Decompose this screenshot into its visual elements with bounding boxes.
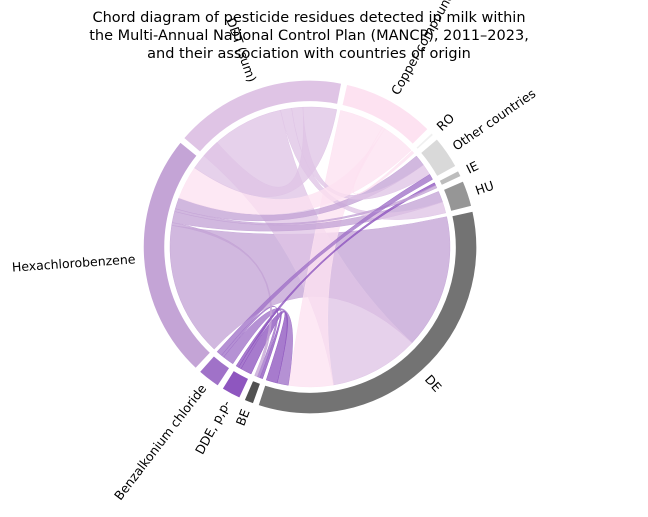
segment-arc-oth	[419, 137, 458, 178]
chord-ribbon-ddt-hcb	[194, 106, 338, 198]
chord-ribbon-de-dde	[240, 311, 288, 384]
segment-arcs	[142, 79, 478, 415]
segment-label-oth: Other countries	[450, 86, 539, 154]
segment-arc-ro	[414, 131, 435, 151]
chart-title-line-3: and their association with countries of …	[147, 46, 471, 62]
segment-arc-ddt	[182, 79, 343, 154]
segment-arc-be	[242, 379, 262, 406]
segment-label-de: DE	[422, 372, 445, 395]
chord-ribbon-cu-hcb	[178, 128, 412, 215]
segment-arc-hu	[442, 179, 473, 213]
segment-arc-dde	[220, 369, 250, 400]
segment-label-hu: HU	[473, 178, 495, 198]
chord-ribbon-oth-bac	[216, 174, 433, 356]
segment-arc-cu	[340, 83, 430, 146]
segment-arc-de	[256, 209, 478, 415]
segment-label-bac: Benzalkonium chloride	[111, 381, 210, 503]
segment-label-dde: DDE, p,p-	[192, 397, 233, 456]
chord-ribbon-be-hcb	[171, 222, 272, 378]
chart-title-line-1: Chord diagram of pesticide residues dete…	[92, 10, 525, 26]
segment-label-ro: RO	[434, 110, 458, 134]
chord-ribbon-ie-hcb	[174, 184, 438, 226]
chart-title-line-2: the Multi-Annual National Control Plan (…	[89, 28, 529, 44]
segment-arc-hcb	[142, 140, 212, 370]
segment-label-be: BE	[233, 407, 253, 428]
segment-label-ie: IE	[464, 158, 481, 177]
segment-arc-ie	[437, 169, 463, 187]
segment-arc-bac	[198, 354, 232, 388]
segment-label-hcb: Hexachlorobenzene	[11, 251, 136, 274]
chart-title: Chord diagram of pesticide residues dete…	[89, 10, 529, 62]
chord-ribbons	[169, 106, 451, 388]
